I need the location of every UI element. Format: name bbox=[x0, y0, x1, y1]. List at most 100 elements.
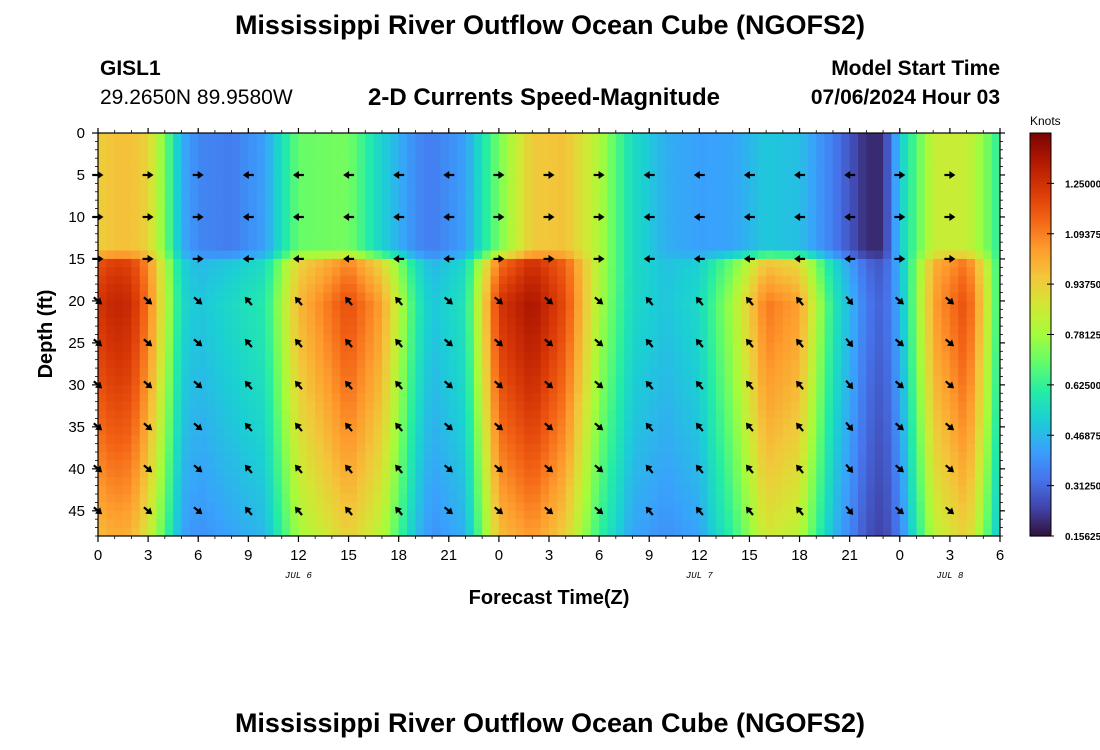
heatmap-cell bbox=[198, 460, 208, 470]
heatmap-cell bbox=[749, 158, 759, 168]
heatmap-cell bbox=[991, 393, 1000, 403]
heatmap-cell bbox=[290, 510, 300, 520]
heatmap-cell bbox=[465, 376, 475, 386]
heatmap-cell bbox=[657, 233, 667, 243]
heatmap-cell bbox=[239, 334, 249, 344]
heatmap-cell bbox=[716, 410, 725, 420]
heatmap-cell bbox=[791, 460, 801, 470]
heatmap-cell bbox=[766, 250, 776, 260]
heatmap-cell bbox=[799, 334, 809, 344]
heatmap-cell bbox=[883, 242, 893, 252]
heatmap-cell bbox=[457, 183, 467, 193]
heatmap-cell bbox=[632, 418, 642, 428]
heatmap-cell bbox=[607, 502, 617, 512]
heatmap-cell bbox=[407, 258, 416, 268]
heatmap-cell bbox=[114, 393, 124, 403]
heatmap-cell bbox=[732, 250, 742, 260]
heatmap-cell bbox=[498, 292, 508, 302]
heatmap-cell bbox=[991, 216, 1000, 226]
heatmap-cell bbox=[381, 225, 391, 235]
heatmap-cell bbox=[490, 292, 500, 302]
heatmap-cell bbox=[574, 510, 584, 520]
heatmap-cell bbox=[532, 368, 542, 378]
heatmap-cell bbox=[716, 468, 725, 478]
heatmap-cell bbox=[966, 166, 976, 176]
heatmap-cell bbox=[674, 133, 684, 142]
heatmap-cell bbox=[156, 452, 166, 462]
heatmap-cell bbox=[632, 250, 642, 260]
heatmap-cell bbox=[716, 158, 725, 168]
heatmap-cell bbox=[732, 452, 742, 462]
heatmap-cell bbox=[891, 183, 901, 193]
heatmap-cell bbox=[465, 502, 475, 512]
heatmap-cell bbox=[498, 317, 508, 327]
heatmap-cell bbox=[749, 359, 759, 369]
heatmap-cell bbox=[198, 174, 208, 184]
heatmap-cell bbox=[131, 502, 141, 512]
heatmap-cell bbox=[365, 158, 375, 168]
heatmap-cell bbox=[256, 275, 266, 285]
heatmap-cell bbox=[532, 351, 542, 361]
heatmap-cell bbox=[741, 401, 751, 411]
heatmap-cell bbox=[983, 317, 993, 327]
heatmap-cell bbox=[958, 250, 968, 260]
heatmap-cell bbox=[440, 174, 450, 184]
heatmap-cell bbox=[214, 300, 224, 310]
heatmap-cell bbox=[732, 267, 742, 277]
heatmap-cell bbox=[749, 477, 759, 487]
heatmap-cell bbox=[356, 174, 366, 184]
heatmap-cell bbox=[131, 166, 141, 176]
heatmap-cell bbox=[365, 426, 375, 436]
heatmap-cell bbox=[298, 410, 308, 420]
heatmap-cell bbox=[916, 359, 926, 369]
heatmap-cell bbox=[899, 468, 909, 478]
heatmap-cell bbox=[256, 183, 266, 193]
heatmap-cell bbox=[933, 158, 943, 168]
heatmap-cell bbox=[832, 183, 842, 193]
heatmap-cell bbox=[991, 200, 1000, 210]
heatmap-cell bbox=[682, 342, 692, 352]
heatmap-cell bbox=[298, 183, 308, 193]
heatmap-cell bbox=[974, 334, 984, 344]
heatmap-cell bbox=[757, 233, 767, 243]
heatmap-cell bbox=[874, 418, 884, 428]
heatmap-cell bbox=[640, 410, 650, 420]
heatmap-cell bbox=[615, 401, 625, 411]
heatmap-cell bbox=[665, 208, 675, 218]
heatmap-cell bbox=[582, 410, 592, 420]
heatmap-cell bbox=[139, 317, 149, 327]
heatmap-cell bbox=[206, 426, 216, 436]
heatmap-cell bbox=[156, 258, 166, 268]
heatmap-cell bbox=[791, 443, 801, 453]
heatmap-cell bbox=[657, 410, 667, 420]
heatmap-cell bbox=[198, 183, 208, 193]
heatmap-cell bbox=[665, 258, 675, 268]
heatmap-cell bbox=[331, 351, 341, 361]
heatmap-cell bbox=[974, 233, 984, 243]
heatmap-cell bbox=[290, 250, 300, 260]
heatmap-cell bbox=[849, 216, 859, 226]
heatmap-cell bbox=[465, 141, 475, 151]
heatmap-cell bbox=[949, 426, 959, 436]
heatmap-cell bbox=[891, 292, 901, 302]
heatmap-cell bbox=[181, 326, 191, 336]
heatmap-cell bbox=[156, 166, 166, 176]
heatmap-cell bbox=[949, 384, 959, 394]
heatmap-cell bbox=[615, 452, 625, 462]
heatmap-cell bbox=[933, 216, 943, 226]
heatmap-cell bbox=[933, 485, 943, 495]
heatmap-cell bbox=[908, 326, 918, 336]
heatmap-cell bbox=[933, 267, 943, 277]
heatmap-cell bbox=[256, 191, 266, 201]
heatmap-cell bbox=[549, 468, 558, 478]
heatmap-cell bbox=[949, 351, 959, 361]
heatmap-cell bbox=[891, 309, 901, 319]
heatmap-cell bbox=[899, 267, 909, 277]
heatmap-cell bbox=[440, 309, 450, 319]
heatmap-cell bbox=[515, 410, 525, 420]
heatmap-cell bbox=[807, 166, 817, 176]
heatmap-cell bbox=[98, 435, 107, 445]
heatmap-cell bbox=[214, 233, 224, 243]
heatmap-cell bbox=[265, 468, 274, 478]
heatmap-cell bbox=[991, 208, 1000, 218]
